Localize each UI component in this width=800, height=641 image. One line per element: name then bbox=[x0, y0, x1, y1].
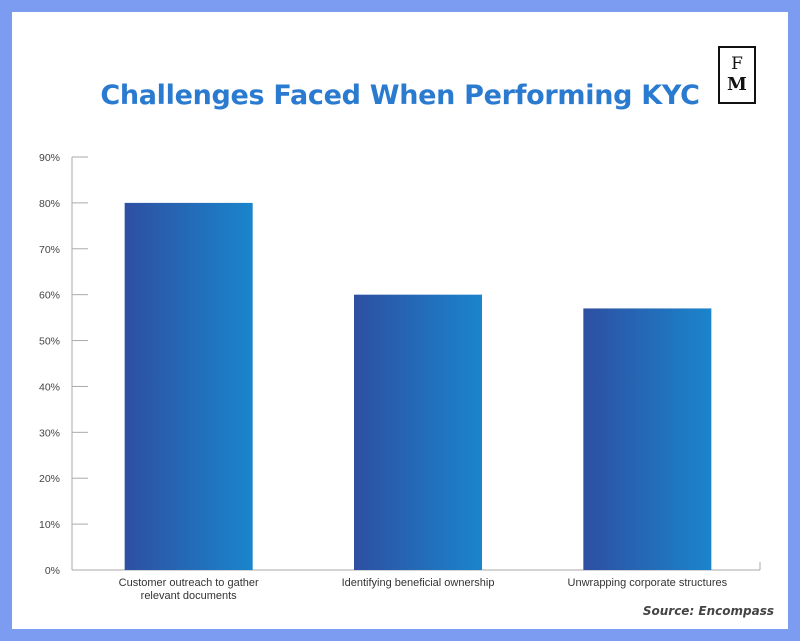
category-label: Customer outreach to gather relevant docu… bbox=[119, 577, 259, 602]
bars bbox=[124, 202, 712, 570]
y-tick-label: 70% bbox=[39, 244, 60, 256]
y-tick-label: 60% bbox=[39, 290, 60, 302]
category-label-line: Customer outreach to gather bbox=[119, 577, 259, 589]
y-tick-label: 90% bbox=[39, 152, 60, 164]
y-tick-label: 20% bbox=[39, 473, 60, 485]
logo-letter-f: F bbox=[731, 54, 743, 74]
y-axis: 0% 10% 20% 30% 40% 50% 60% 70% 80% 90% bbox=[39, 152, 88, 577]
bar bbox=[354, 294, 482, 570]
category-label-line: relevant documents bbox=[141, 590, 237, 602]
chart-title: Challenges Faced When Performing KYC bbox=[100, 80, 700, 111]
y-tick-label: 30% bbox=[39, 427, 60, 439]
category-label-line: Identifying beneficial ownership bbox=[342, 577, 495, 589]
y-tick-label: 10% bbox=[39, 519, 60, 531]
y-tick-label: 0% bbox=[45, 565, 60, 577]
category-label: Identifying beneficial ownership bbox=[342, 577, 495, 589]
category-label: Unwrapping corporate structures bbox=[568, 577, 728, 589]
logo-letter-m: M bbox=[727, 74, 747, 95]
source-note: Source: Encompass bbox=[642, 604, 774, 618]
category-labels: Customer outreach to gather relevant docu… bbox=[119, 577, 728, 602]
bar bbox=[124, 202, 253, 570]
y-tick-label: 50% bbox=[39, 336, 60, 348]
category-label-line: Unwrapping corporate structures bbox=[568, 577, 728, 589]
y-tick-label: 40% bbox=[39, 381, 60, 393]
y-tick-label: 80% bbox=[39, 198, 60, 210]
fm-logo-icon: F M bbox=[718, 46, 756, 104]
bar bbox=[583, 308, 712, 570]
